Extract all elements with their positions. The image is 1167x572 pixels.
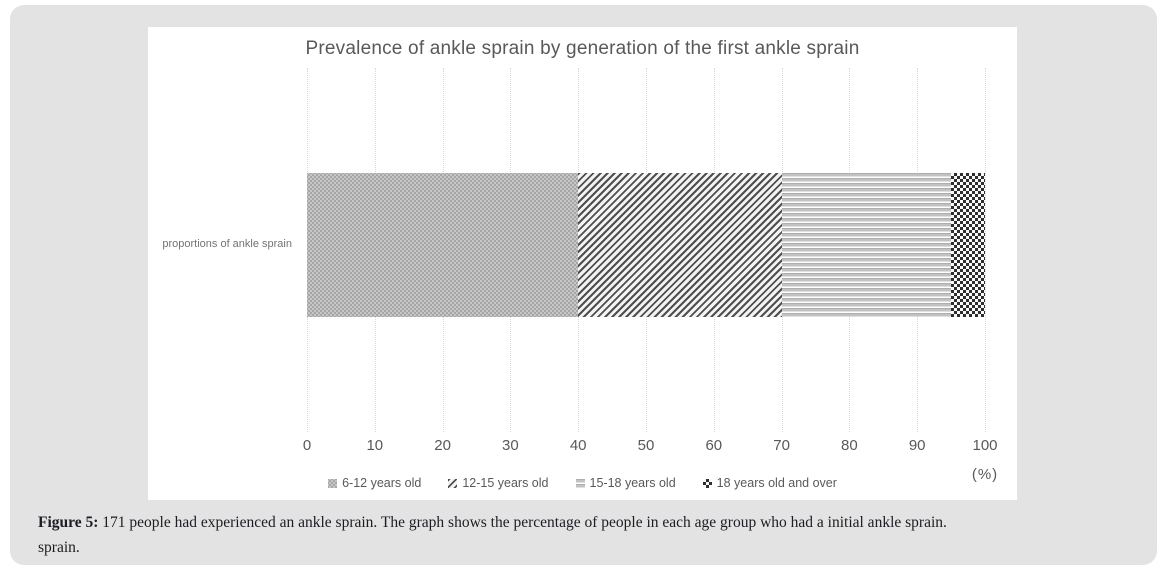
figure-caption-overflow: sprain. — [38, 539, 80, 556]
legend-item-15-18-years-old: 15-18 years old — [575, 476, 676, 490]
x-tick-40: 40 — [569, 437, 587, 454]
x-tick-50: 50 — [637, 437, 655, 454]
figure-caption: Figure 5: 171 people had experienced an … — [38, 510, 1142, 560]
figure-caption-label: Figure 5: — [38, 514, 99, 531]
chart-title: Prevalence of ankle sprain by generation… — [305, 38, 860, 59]
legend-item-12-15-years-old: 12-15 years old — [448, 476, 549, 490]
legend-swatch-hlines-icon — [575, 478, 585, 488]
legend-item-18-years-old-and-over: 18 years old and over — [702, 476, 837, 490]
legend-label: 12-15 years old — [462, 476, 549, 490]
x-tick-0: 0 — [302, 437, 312, 454]
x-tick-60: 60 — [705, 437, 723, 454]
x-tick-90: 90 — [908, 437, 926, 454]
x-tick-20: 20 — [434, 437, 451, 454]
bar-segment-15-18-years-old — [781, 173, 952, 317]
figure-caption-text: 171 people had experienced an ankle spra… — [98, 514, 947, 531]
plot-area — [307, 68, 986, 432]
category-label: proportions of ankle sprain — [162, 238, 292, 250]
legend-label: 6-12 years old — [342, 476, 422, 490]
gridline-100 — [985, 68, 986, 432]
legend-item-6-12-years-old: 6-12 years old — [328, 476, 421, 490]
legend-swatch-checker-icon — [702, 478, 712, 488]
x-tick-100: 100 — [972, 437, 998, 454]
x-tick-70: 70 — [773, 437, 790, 454]
legend-swatch-diag-icon — [448, 478, 458, 488]
legend-swatch-dots-icon — [328, 478, 338, 488]
x-tick-30: 30 — [502, 437, 519, 454]
stacked-bar — [307, 173, 985, 317]
legend-label: 18 years old and over — [716, 476, 837, 490]
bar-segment-6-12-years-old — [307, 173, 579, 317]
chart-legend: 6-12 years old 12-15 years old 15-18 years… — [148, 476, 1017, 490]
chart-area: Prevalence of ankle sprain by generation… — [148, 27, 1017, 500]
x-tick-80: 80 — [841, 437, 858, 454]
bar-segment-12-15-years-old — [578, 173, 782, 317]
x-axis-unit-label: (%) — [971, 466, 999, 483]
legend-label: 15-18 years old — [589, 476, 676, 490]
x-tick-10: 10 — [366, 437, 384, 454]
bar-segment-18-years-old-and-over — [951, 173, 985, 317]
